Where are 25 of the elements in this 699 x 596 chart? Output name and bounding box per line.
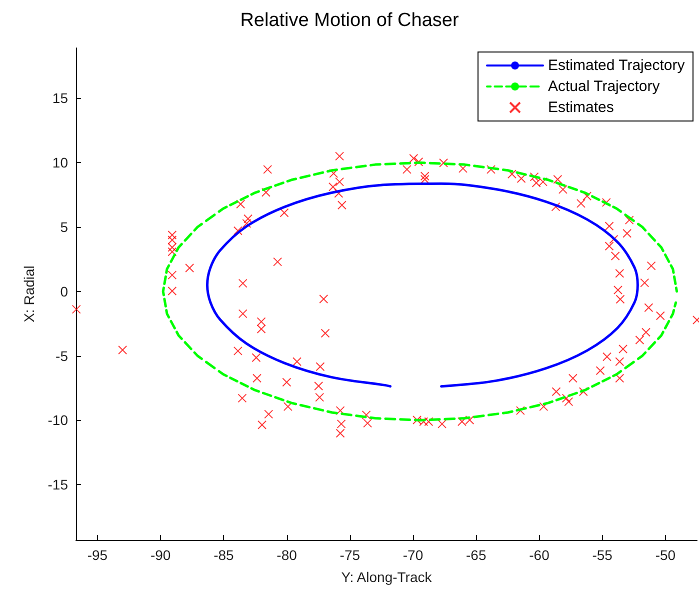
x-tick-label: -65	[466, 547, 486, 563]
legend-label: Actual Trajectory	[548, 78, 660, 95]
x-tick-label: -50	[655, 547, 676, 563]
x-tick-label: -95	[87, 547, 108, 563]
legend-label: Estimated Trajectory	[548, 57, 686, 74]
y-tick-label: 15	[52, 90, 68, 106]
x-tick-label: -85	[214, 547, 234, 563]
y-tick-label: -5	[56, 348, 68, 364]
y-tick-label: 0	[60, 283, 68, 300]
y-tick-label: -15	[48, 476, 68, 493]
y-tick-label: -10	[48, 412, 68, 428]
x-tick-label: -75	[340, 547, 360, 563]
y-tick-label: 5	[60, 219, 68, 236]
x-tick-label: -80	[276, 547, 298, 563]
x-tick-label: -90	[150, 547, 171, 563]
legend-label: Estimates	[548, 99, 614, 116]
x-tick-label: -60	[529, 547, 550, 563]
y-tick-label: 10	[52, 154, 68, 171]
x-axis-title: Y: Along-Track	[341, 569, 433, 585]
line-series	[206, 182, 639, 388]
y-axis-title: X: Radial	[21, 266, 37, 322]
x-tick-label: -70	[402, 547, 424, 563]
line-series	[162, 161, 678, 422]
chart-title: Relative Motion of Chaser	[240, 10, 460, 31]
x-tick-label: -55	[592, 547, 613, 563]
